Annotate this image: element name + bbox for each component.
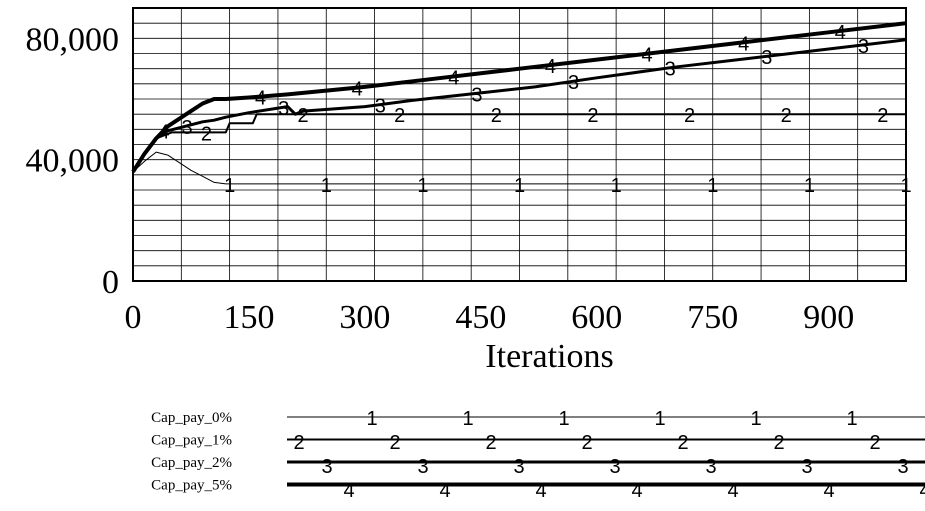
x-tick-label: 300 bbox=[339, 299, 390, 336]
legend-marker-1: 1 bbox=[366, 408, 377, 430]
series-marker-2: 2 bbox=[394, 105, 405, 127]
legend-marker-3: 3 bbox=[705, 456, 716, 478]
series-line-3 bbox=[131, 38, 907, 173]
series-lines bbox=[131, 21, 907, 185]
series-marker-3: 3 bbox=[182, 117, 193, 139]
legend-label: Cap_pay_1% bbox=[151, 433, 232, 449]
series-marker-2: 2 bbox=[877, 105, 888, 127]
legend-marker-4: 4 bbox=[727, 480, 738, 502]
series-marker-1: 1 bbox=[224, 175, 235, 197]
x-tick-label: 750 bbox=[687, 299, 738, 336]
legend-marker-4: 4 bbox=[343, 480, 354, 502]
legend: Cap_pay_0% 1 1 1 1 1 1 Cap_pay_1% 2 2 2 2 2 2 2 Cap_pay… bbox=[151, 408, 925, 502]
legend-marker-2: 2 bbox=[581, 432, 592, 454]
series-marker-3: 3 bbox=[375, 96, 386, 118]
legend-label: Cap_pay_5% bbox=[151, 478, 232, 494]
series-marker-1: 1 bbox=[417, 175, 428, 197]
series-line-1 bbox=[132, 151, 906, 185]
legend-label: Cap_pay_2% bbox=[151, 455, 232, 471]
series-marker-3: 3 bbox=[761, 47, 772, 69]
series-marker-2: 2 bbox=[781, 105, 792, 127]
series-marker-1: 1 bbox=[611, 175, 622, 197]
series-marker-2: 2 bbox=[297, 105, 308, 127]
series-marker-4: 4 bbox=[255, 88, 266, 110]
series-marker-4: 4 bbox=[641, 45, 652, 67]
series-marker-4: 4 bbox=[545, 56, 556, 78]
grid-lines bbox=[133, 8, 906, 281]
legend-marker-2: 2 bbox=[677, 432, 688, 454]
series-marker-1: 1 bbox=[514, 175, 525, 197]
series-marker-2: 2 bbox=[587, 105, 598, 127]
x-tick-label: 600 bbox=[571, 299, 622, 336]
series-marker-3: 3 bbox=[858, 36, 869, 58]
legend-marker-4: 4 bbox=[823, 480, 834, 502]
legend-marker-3: 3 bbox=[801, 456, 812, 478]
plot-frame bbox=[132, 7, 907, 282]
y-tick-label: 0 bbox=[102, 264, 119, 301]
legend-marker-4: 4 bbox=[631, 480, 642, 502]
legend-marker-3: 3 bbox=[609, 456, 620, 478]
legend-marker-1: 1 bbox=[750, 408, 761, 430]
series-marker-3: 3 bbox=[665, 59, 676, 81]
legend-marker-2: 2 bbox=[773, 432, 784, 454]
x-tick-label: 900 bbox=[803, 299, 854, 336]
legend-marker-1: 1 bbox=[558, 408, 569, 430]
legend-marker-2: 2 bbox=[293, 432, 304, 454]
series-marker-4: 4 bbox=[448, 67, 459, 89]
legend-marker-3: 3 bbox=[417, 456, 428, 478]
series-marker-4: 4 bbox=[158, 121, 169, 143]
legend-marker-4: 4 bbox=[439, 480, 450, 502]
series-marker-2: 2 bbox=[201, 123, 212, 145]
legend-marker-4: 4 bbox=[919, 480, 925, 502]
series-marker-3: 3 bbox=[278, 98, 289, 120]
x-tick-label: 450 bbox=[455, 299, 506, 336]
series-marker-4: 4 bbox=[352, 79, 363, 101]
series-marker-2: 2 bbox=[491, 105, 502, 127]
y-tick-label: 80,000 bbox=[26, 21, 120, 58]
series-marker-2: 2 bbox=[684, 105, 695, 127]
series-marker-1: 1 bbox=[804, 175, 815, 197]
series-marker-4: 4 bbox=[738, 33, 749, 55]
legend-marker-2: 2 bbox=[869, 432, 880, 454]
legend-marker-1: 1 bbox=[654, 408, 665, 430]
legend-marker-1: 1 bbox=[846, 408, 857, 430]
legend-label: Cap_pay_0% bbox=[151, 410, 232, 426]
x-axis-ticks: 0 150 300 450 600 750 900 bbox=[125, 299, 855, 336]
legend-marker-3: 3 bbox=[321, 456, 332, 478]
x-tick-label: 0 bbox=[125, 299, 142, 336]
series-marker-3: 3 bbox=[471, 84, 482, 106]
y-tick-label: 40,000 bbox=[26, 143, 120, 180]
x-axis-label: Iterations bbox=[485, 338, 613, 375]
series-marker-1: 1 bbox=[707, 175, 718, 197]
legend-marker-4: 4 bbox=[535, 480, 546, 502]
legend-marker-3: 3 bbox=[513, 456, 524, 478]
legend-marker-1: 1 bbox=[462, 408, 473, 430]
series-marker-4: 4 bbox=[835, 22, 846, 44]
x-tick-label: 150 bbox=[223, 299, 274, 336]
legend-marker-2: 2 bbox=[389, 432, 400, 454]
series-marker-1: 1 bbox=[321, 175, 332, 197]
y-axis-ticks: 0 40,000 80,000 bbox=[26, 21, 120, 301]
series-line-4 bbox=[131, 21, 907, 173]
legend-marker-3: 3 bbox=[897, 456, 908, 478]
legend-marker-2: 2 bbox=[485, 432, 496, 454]
series-marker-3: 3 bbox=[568, 72, 579, 94]
